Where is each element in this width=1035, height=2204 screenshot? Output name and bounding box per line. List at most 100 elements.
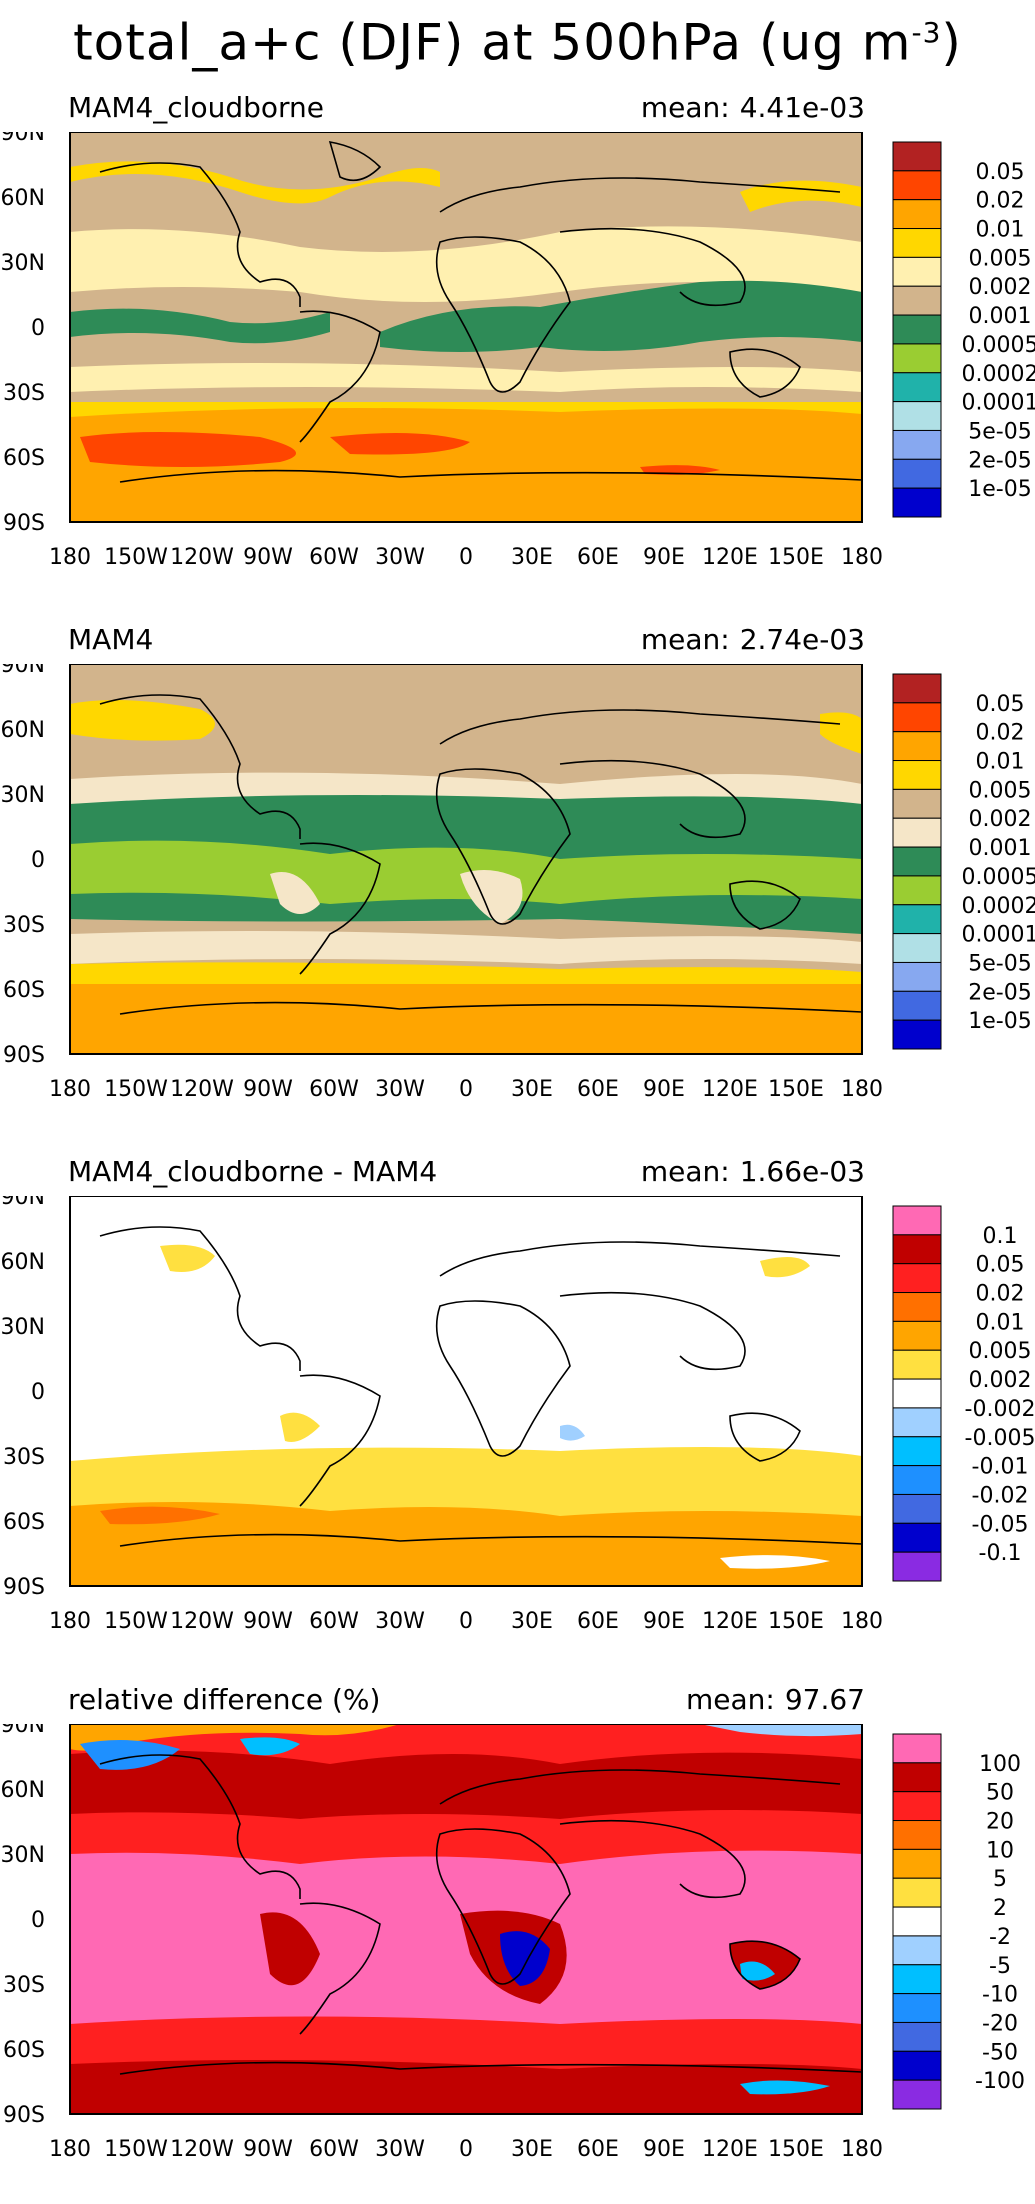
map-figure: 90N 60N 30N 0 30S 60S 90S 180 150W 120W … — [0, 1724, 1035, 2204]
lat-axis: 90N 60N 30N 0 30S 60S 90S — [1, 132, 45, 536]
colorbar-swatch — [892, 1205, 942, 1236]
colorbar-swatch — [892, 1993, 942, 2023]
colorbar-label: 0.02 — [976, 189, 1025, 214]
colorbar-swatch — [892, 458, 942, 489]
colorbar-swatch — [892, 314, 942, 345]
colorbar-swatch — [892, 2079, 942, 2110]
panel-mean: mean: 4.41e-03 — [640, 91, 865, 124]
map-field — [70, 664, 862, 1054]
lat-axis: 90N 60N 30N 0 30S 60S 90S — [1, 664, 45, 1068]
colorbar-swatch — [892, 1407, 942, 1438]
colorbar-label: -2 — [989, 1925, 1011, 1950]
lon-label: 30E — [511, 545, 553, 570]
colorbar-label: -20 — [982, 2011, 1018, 2036]
lat-label: 90N — [1, 1724, 45, 1738]
colorbar-label: 0.0002 — [962, 894, 1035, 919]
lat-label: 60N — [1, 186, 45, 211]
colorbar-label: 0.0001 — [962, 391, 1035, 416]
colorbar-label: -0.05 — [972, 1512, 1029, 1537]
lon-label: 120W — [170, 1077, 234, 1102]
colorbar-swatch — [892, 961, 942, 992]
map-frame — [69, 132, 863, 523]
map-svg: 90N 60N 30N 0 30S 60S 90S 180 150W 120W … — [1, 1196, 1035, 1634]
lon-label: 120E — [702, 1077, 758, 1102]
lon-label: 60E — [577, 1077, 619, 1102]
lon-label: 90W — [243, 545, 293, 570]
colorbar-swatch — [892, 1019, 942, 1050]
colorbar-swatch — [892, 1820, 942, 1850]
title-close: ) — [941, 13, 962, 72]
title-text: total_a+c (DJF) at 500hPa (ug m — [73, 13, 912, 72]
map-frame — [69, 1196, 863, 1587]
lon-label: 30W — [375, 2137, 425, 2162]
colorbar-label: 0.005 — [969, 246, 1032, 271]
lon-label: 60W — [309, 1077, 359, 1102]
lon-label: 180 — [841, 1609, 883, 1634]
lon-label: 0 — [459, 2137, 473, 2162]
lon-label: 60W — [309, 2137, 359, 2162]
colorbar-label: 5e-05 — [968, 951, 1031, 976]
colorbar-label: 0.05 — [976, 1253, 1025, 1278]
map-svg: 90N 60N 30N 0 30S 60S 90S 180 150W 120W … — [1, 132, 1035, 570]
colorbar-swatch — [892, 1349, 942, 1380]
colorbar-swatch — [892, 702, 942, 733]
map-svg: 90N 60N 30N 0 30S 60S 90S 180 150W 120W … — [1, 664, 1035, 1102]
lon-axis: 180 150W 120W 90W 60W 30W 0 30E 60E 90E … — [49, 1077, 883, 1102]
lon-label: 90E — [643, 2137, 685, 2162]
lon-label: 180 — [49, 1077, 91, 1102]
map-svg: 90N 60N 30N 0 30S 60S 90S 180 150W 120W … — [1, 1724, 1025, 2162]
colorbar-swatch — [892, 1292, 942, 1322]
colorbar-swatch — [892, 1263, 942, 1294]
lat-label: 30S — [3, 1973, 45, 1998]
panel-title: MAM4_cloudborne — [68, 91, 325, 124]
lon-label: 120W — [170, 545, 234, 570]
colorbar-label: 2e-05 — [968, 980, 1031, 1005]
colorbar-swatch — [892, 1733, 942, 1764]
lon-label: 30W — [375, 1609, 425, 1634]
panel-mean: mean: 2.74e-03 — [640, 623, 865, 656]
colorbar-swatch — [892, 760, 942, 790]
colorbar-label: -0.002 — [965, 1397, 1035, 1422]
map-figure: 90N 60N 30N 0 30S 60S 90S 180 150W 120W … — [0, 664, 1035, 1144]
map-field — [70, 1724, 862, 2114]
colorbar-swatch — [892, 487, 942, 518]
colorbar-label: 0.005 — [969, 778, 1032, 803]
map-figure: 90N 60N 30N 0 30S 60S 90S 180 150W 120W … — [0, 132, 1035, 612]
lat-label: 90N — [1, 664, 45, 678]
lat-label: 90S — [3, 1043, 45, 1068]
lat-axis: 90N 60N 30N 0 30S 60S 90S — [1, 1196, 45, 1600]
lat-label: 30S — [3, 913, 45, 938]
lon-label: 120E — [702, 545, 758, 570]
lat-label: 60S — [3, 978, 45, 1003]
colorbar-label: 0.0005 — [962, 333, 1035, 358]
colorbar-swatch — [892, 170, 942, 201]
map-field — [70, 1196, 862, 1586]
colorbar-swatch — [892, 199, 942, 230]
coastlines — [99, 694, 863, 1015]
colorbar-swatch — [892, 343, 942, 374]
colorbar: 0.05 0.02 0.01 0.005 0.002 0.001 0.0005 0.0002 0… — [892, 673, 1035, 1050]
lat-label: 60S — [3, 2038, 45, 2063]
colorbar-swatch — [892, 817, 942, 848]
lon-label: 30E — [511, 1077, 553, 1102]
panel-title: MAM4_cloudborne - MAM4 — [68, 1155, 438, 1188]
lon-label: 180 — [49, 545, 91, 570]
colorbar-swatch — [892, 372, 942, 403]
lon-label: 90E — [643, 1077, 685, 1102]
lon-label: 120W — [170, 2137, 234, 2162]
map-figure: 90N 60N 30N 0 30S 60S 90S 180 150W 120W … — [0, 1196, 1035, 1676]
lat-label: 30N — [1, 1315, 45, 1340]
map-frame — [69, 1724, 863, 2115]
colorbar-label: -5 — [989, 1954, 1011, 1979]
lat-label: 0 — [31, 1908, 45, 1933]
colorbar-label: 2e-05 — [968, 448, 1031, 473]
lat-label: 90S — [3, 2103, 45, 2128]
colorbar-label: 100 — [979, 1752, 1021, 1777]
panel-mean: mean: 97.67 — [685, 1683, 865, 1716]
panel-title: MAM4 — [68, 623, 154, 656]
lon-label: 180 — [841, 1077, 883, 1102]
panel-mam4: MAM4 mean: 2.74e-03 — [0, 620, 1035, 1140]
lon-label: 30E — [511, 1609, 553, 1634]
colorbar-label: 10 — [986, 1838, 1014, 1863]
lon-label: 150W — [104, 2137, 168, 2162]
